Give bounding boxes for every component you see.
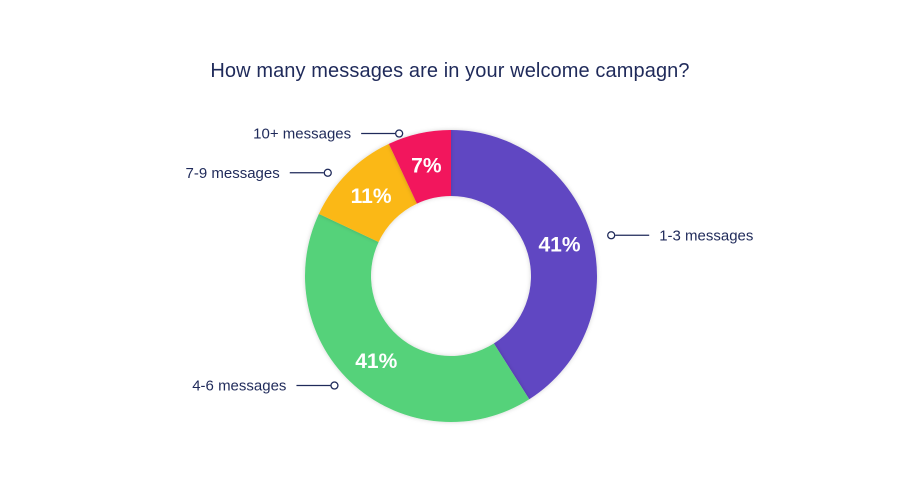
legend-marker: [607, 231, 616, 240]
slice-1-3-messages: [451, 130, 597, 400]
legend-label: 7-9 messages: [186, 165, 280, 182]
slice-value-label: 41%: [538, 233, 580, 256]
slice-value-label: 7%: [411, 155, 442, 178]
slice-7-9-messages: [318, 143, 417, 242]
legend-marker: [323, 168, 332, 177]
legend-marker: [330, 381, 339, 390]
legend-label: 1-3 messages: [659, 227, 753, 244]
legend-label: 10+ messages: [253, 126, 351, 143]
slice-10-messages: [388, 130, 451, 204]
legend-label: 4-6 messages: [192, 378, 286, 395]
legend-marker: [395, 129, 404, 138]
slice-4-6-messages: [305, 213, 530, 422]
slice-value-label: 11%: [351, 185, 392, 208]
slice-value-label: 41%: [355, 350, 397, 373]
chart-title: How many messages are in your welcome ca…: [210, 60, 690, 82]
